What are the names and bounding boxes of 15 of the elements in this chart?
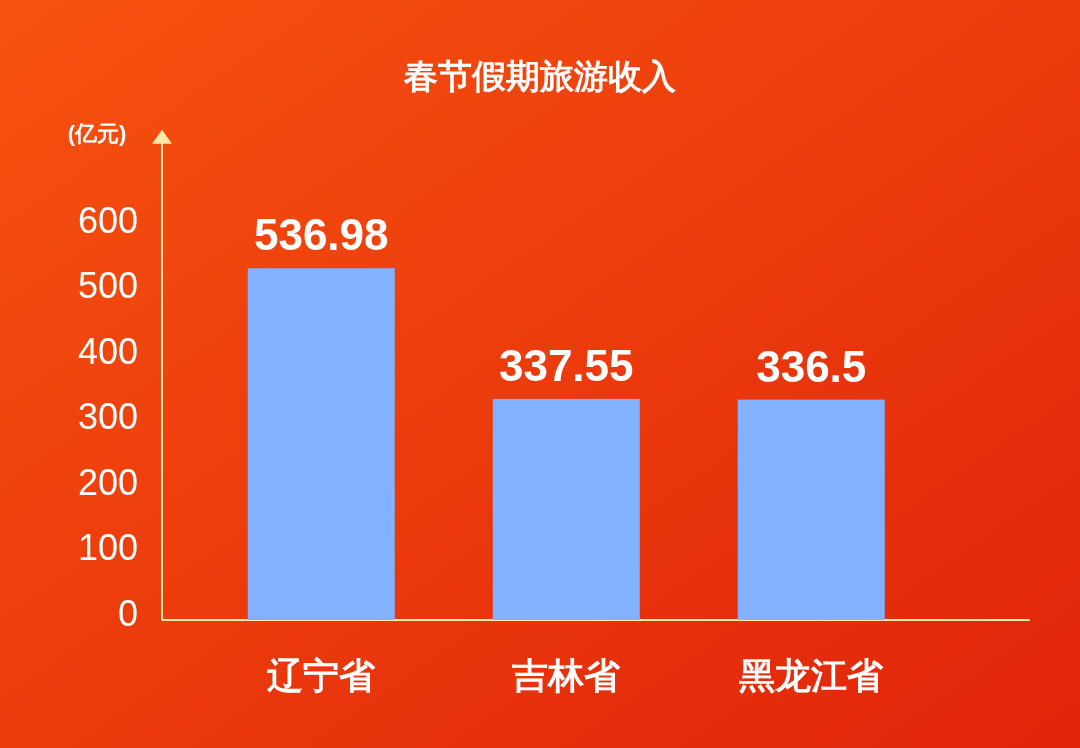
y-tick-label: 400 xyxy=(77,330,138,372)
x-tick-label: 黑龙江省 xyxy=(739,655,885,696)
y-tick-label: 500 xyxy=(77,265,138,307)
x-tick-label: 辽宁省 xyxy=(266,655,377,696)
data-label: 536.98 xyxy=(253,210,389,260)
y-tick-label: 200 xyxy=(77,461,138,503)
data-label: 337.55 xyxy=(498,340,634,390)
y-tick-label: 600 xyxy=(77,199,138,241)
chart-title: 春节假期旅游收入 xyxy=(403,57,677,95)
x-tick-label: 吉林省 xyxy=(511,655,622,696)
y-tick-label: 100 xyxy=(77,527,138,569)
data-label: 336.5 xyxy=(756,341,867,391)
y-axis-title: (亿元) xyxy=(67,121,127,146)
y-tick-label: 300 xyxy=(77,396,138,438)
y-tick-label: 0 xyxy=(117,592,138,634)
